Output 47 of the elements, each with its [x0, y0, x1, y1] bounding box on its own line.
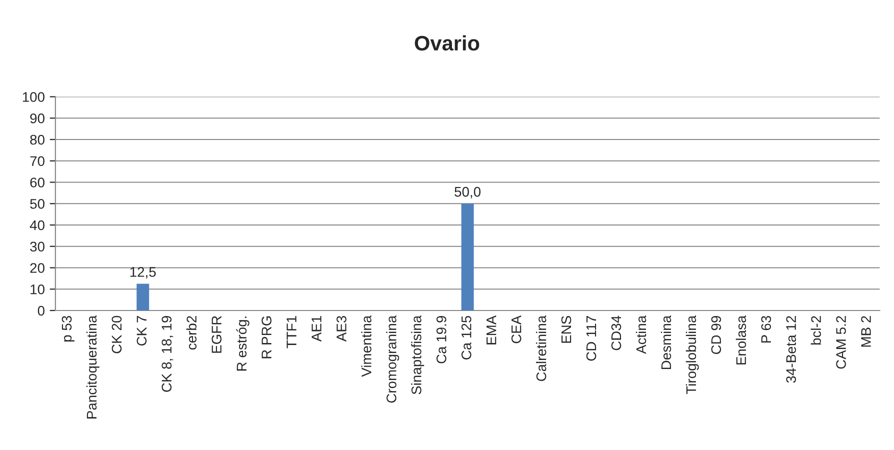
x-tick-label: p 53	[62, 316, 74, 342]
y-tick-label: 70	[30, 156, 44, 166]
x-tick-label: Enolasa	[736, 315, 746, 364]
x-tick-label: P 63	[761, 316, 772, 343]
x-tick-label: CD 117	[586, 316, 596, 361]
x-tick-label: AE1	[312, 316, 322, 342]
y-tick-label: 80	[30, 134, 44, 145]
x-tick-label: CD34	[611, 316, 622, 350]
x-tick-label: CK 7	[136, 316, 147, 346]
x-tick-label: Vimentina	[361, 315, 372, 377]
x-tick-label: Actina	[636, 315, 646, 354]
x-tick-label: TTF1	[286, 316, 296, 348]
y-tick-label: 50	[30, 198, 44, 209]
x-tick-label: R PRG	[262, 316, 272, 358]
data-label: 50,0	[454, 186, 481, 198]
y-tick-label: 100	[22, 92, 44, 102]
x-tick-label: CD 99	[711, 316, 722, 354]
x-tick-label: CK 8, 18, 19	[162, 316, 174, 392]
x-tick-label: EMA	[486, 315, 496, 344]
x-tick-label: EGFR	[212, 316, 222, 353]
y-tick-label: 60	[30, 178, 44, 188]
y-tick-label: 20	[30, 263, 44, 273]
x-tick-label: AE3	[336, 316, 346, 342]
x-tick-label: Desmina	[660, 315, 672, 370]
x-tick-label: cerb2	[186, 316, 197, 350]
y-tick-label: 40	[30, 220, 44, 230]
x-tick-label: Ca 19.9	[436, 316, 446, 364]
x-tick-label: CEA	[511, 315, 522, 344]
x-tick-label: CAM 5.2	[836, 316, 846, 369]
x-tick-label: ENS	[561, 316, 572, 343]
x-tick-label: Tiroglobulina	[686, 315, 699, 394]
x-tick-label: Ca 125	[461, 316, 472, 360]
data-label: 12,5	[130, 267, 156, 279]
chart-title: Ovario	[414, 35, 480, 51]
x-tick-label: Cromogranina	[386, 315, 400, 403]
x-tick-label: Sinaptofisina	[411, 315, 424, 394]
x-tick-label: MB 2	[861, 316, 871, 347]
x-tick-label: bcl-2	[810, 316, 821, 345]
y-tick-label: 0	[38, 306, 44, 316]
x-tick-label: CK 20	[112, 316, 122, 354]
x-tick-label: 34-Beta 12	[786, 316, 796, 383]
x-tick-label: Calretinina	[536, 315, 546, 382]
x-tick-label: R estróg.	[236, 316, 250, 371]
y-tick-label: 10	[30, 284, 44, 294]
x-tick-label: Pancitoqueratina	[86, 315, 100, 418]
y-tick-label: 30	[30, 242, 44, 252]
y-tick-label: 90	[30, 113, 44, 124]
